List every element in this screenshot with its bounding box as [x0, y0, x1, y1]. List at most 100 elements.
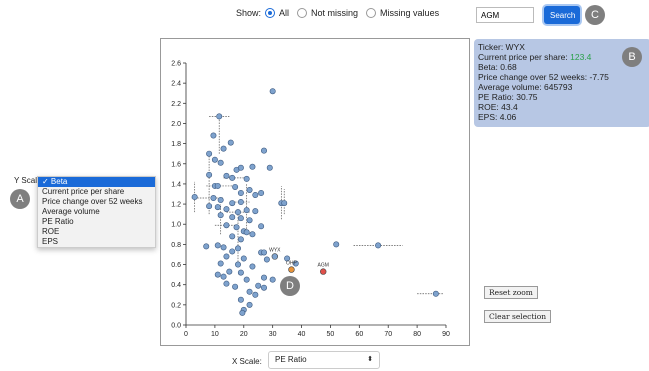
data-point[interactable] [217, 212, 224, 219]
data-point[interactable] [223, 172, 230, 179]
radio-all[interactable] [265, 8, 276, 18]
data-point[interactable] [206, 171, 213, 178]
data-point[interactable] [229, 174, 236, 181]
data-point[interactable] [229, 200, 236, 207]
data-point[interactable] [269, 276, 276, 283]
data-point[interactable] [210, 132, 217, 139]
data-point[interactable] [237, 296, 244, 303]
data-point[interactable] [243, 175, 250, 182]
data-point[interactable] [261, 147, 268, 154]
data-point[interactable] [237, 189, 244, 196]
data-point[interactable] [211, 156, 218, 163]
data-point[interactable] [255, 282, 262, 289]
data-point[interactable] [191, 194, 198, 201]
y-option-eps[interactable]: EPS [42, 237, 59, 246]
data-point[interactable] [252, 291, 259, 298]
data-point[interactable] [232, 283, 239, 290]
search-button[interactable]: Search [544, 6, 580, 24]
data-point[interactable] [235, 209, 242, 216]
data-point[interactable] [223, 206, 230, 213]
data-point[interactable] [263, 256, 270, 263]
data-point[interactable] [216, 113, 223, 120]
radio-missing-values[interactable] [366, 8, 377, 18]
y-option-change[interactable]: Price change over 52 weeks [42, 197, 143, 206]
data-point[interactable] [237, 269, 244, 276]
data-point[interactable] [284, 255, 291, 262]
data-point[interactable] [220, 145, 227, 152]
data-point[interactable] [252, 208, 259, 215]
data-point[interactable] [229, 233, 236, 240]
highlight-point-ohp[interactable] [288, 266, 295, 273]
data-point[interactable] [203, 243, 210, 250]
clear-selection-button[interactable]: Clear selection [484, 310, 552, 323]
data-point[interactable] [432, 290, 439, 297]
data-point[interactable] [246, 288, 253, 295]
data-point[interactable] [246, 217, 253, 224]
data-point[interactable] [269, 88, 276, 95]
data-point[interactable] [235, 245, 242, 252]
data-point[interactable] [229, 248, 236, 255]
data-point[interactable] [375, 242, 382, 249]
y-scale-dropdown[interactable]: ✓ Beta Current price per share Price cha… [37, 176, 156, 248]
data-point[interactable] [292, 260, 299, 267]
data-point[interactable] [281, 200, 288, 207]
y-option-volume[interactable]: Average volume [42, 207, 100, 216]
y-option-roe[interactable]: ROE [42, 227, 60, 236]
data-point[interactable] [261, 284, 268, 291]
data-point[interactable] [223, 253, 230, 260]
radio-not-missing[interactable] [297, 8, 308, 18]
data-point[interactable] [237, 215, 244, 222]
data-point[interactable] [333, 241, 340, 248]
data-point[interactable] [217, 260, 224, 267]
data-point[interactable] [206, 150, 213, 157]
y-option-price[interactable]: Current price per share [42, 187, 125, 196]
data-point[interactable] [249, 263, 256, 270]
data-point[interactable] [223, 280, 230, 287]
y-tick-label: 1.0 [171, 222, 181, 229]
y-option-beta[interactable]: ✓ Beta [38, 177, 155, 187]
data-point[interactable] [266, 164, 273, 171]
data-point[interactable] [249, 231, 256, 238]
data-point[interactable] [243, 276, 250, 283]
search-input[interactable] [476, 7, 534, 23]
x-scale-select[interactable]: PE Ratio ⬍ [268, 351, 380, 369]
highlight-point-wyx[interactable] [271, 253, 279, 260]
data-point[interactable] [217, 197, 224, 204]
data-point[interactable] [217, 159, 224, 166]
data-point[interactable] [223, 222, 230, 229]
data-point[interactable] [258, 189, 265, 196]
data-point[interactable] [240, 255, 247, 262]
y-tick-label: 0.6 [171, 262, 181, 269]
data-point[interactable] [210, 195, 217, 202]
data-point[interactable] [261, 274, 268, 281]
data-point[interactable] [220, 273, 227, 280]
y-option-pe[interactable]: PE Ratio [42, 217, 74, 226]
scatter-plot[interactable]: 0 10 20 30 40 50 60 70 80 90 0.0 0.2 0.4 0.6 0.8 1.0 1.2… [160, 38, 470, 346]
data-point[interactable] [249, 163, 256, 170]
data-point[interactable] [237, 199, 244, 206]
data-point[interactable] [246, 301, 253, 308]
data-point[interactable] [258, 223, 265, 230]
data-point[interactable] [233, 224, 240, 231]
data-point[interactable] [227, 139, 234, 146]
data-point[interactable] [237, 236, 244, 243]
data-point[interactable] [229, 214, 236, 221]
data-point[interactable] [206, 203, 213, 210]
data-point[interactable] [239, 309, 246, 316]
data-point[interactable] [214, 182, 221, 189]
data-point[interactable] [261, 249, 268, 256]
data-point[interactable] [243, 207, 250, 214]
data-point[interactable] [237, 164, 244, 171]
data-point[interactable] [226, 268, 233, 275]
highlight-point-agm[interactable] [320, 268, 327, 275]
data-point[interactable] [232, 183, 239, 190]
data-point[interactable] [220, 244, 227, 251]
reset-zoom-button[interactable]: Reset zoom [484, 286, 538, 299]
data-point[interactable] [214, 242, 221, 249]
data-point[interactable] [214, 204, 221, 211]
data-point[interactable] [214, 271, 221, 278]
data-point[interactable] [246, 186, 253, 193]
data-point[interactable] [235, 261, 242, 268]
data-point[interactable] [243, 229, 250, 236]
data-point[interactable] [252, 192, 259, 199]
